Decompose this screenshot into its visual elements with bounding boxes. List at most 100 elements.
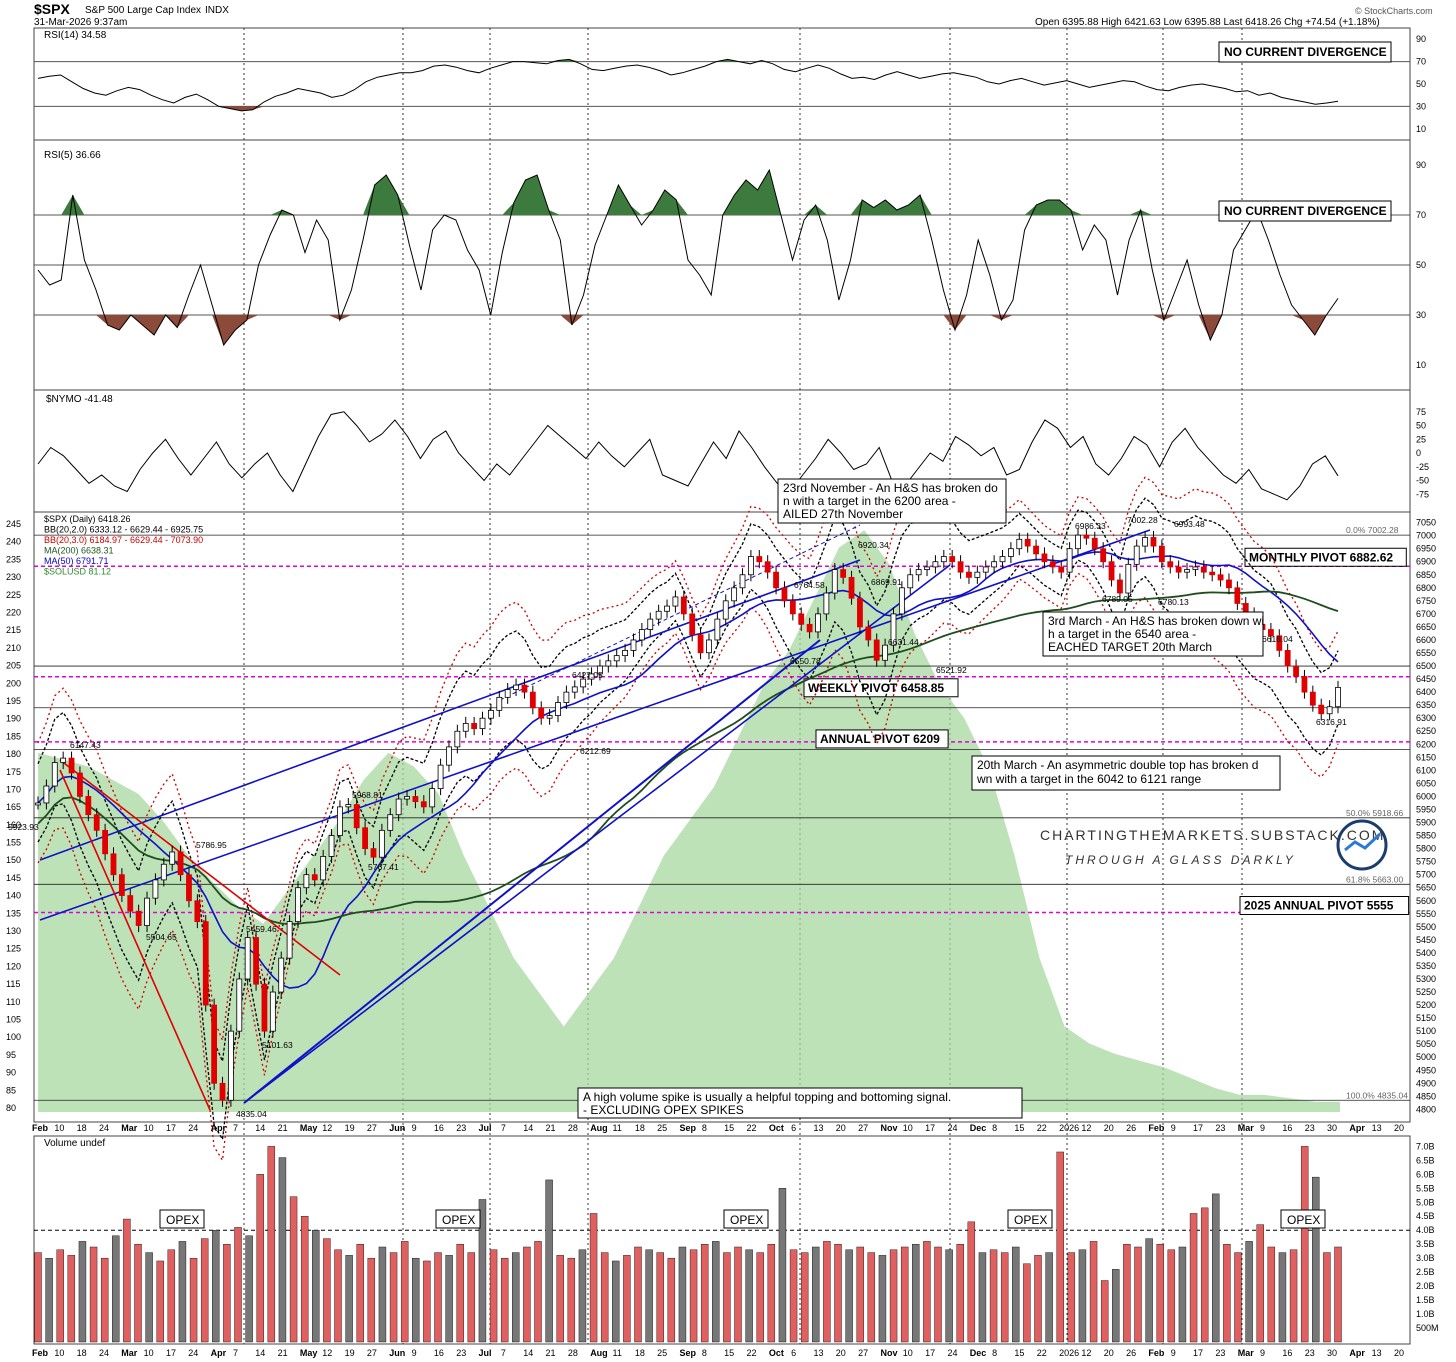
x-tick-label: 11 (613, 1348, 622, 1358)
candle (613, 655, 620, 662)
volume-tick-label: 2.0B (1416, 1281, 1435, 1291)
candle (1200, 566, 1207, 573)
candle (194, 900, 201, 923)
candle (35, 802, 41, 806)
candle (1234, 587, 1241, 604)
opex-label: OPEX (1014, 1213, 1047, 1227)
right-tick-label: 4950 (1416, 1065, 1436, 1075)
header-date: 31-Mar-2026 9:37am (34, 17, 127, 28)
x-tick-label: 24 (188, 1348, 198, 1358)
price-point-label: 6616.04 (1262, 634, 1293, 644)
price-point-label: 5923.93 (8, 822, 39, 832)
volume-bar (867, 1252, 876, 1343)
candle (320, 856, 327, 881)
candle (278, 957, 285, 993)
candle (1284, 649, 1291, 667)
price-point-label: 6986.33 (1075, 521, 1106, 531)
candle (823, 592, 830, 615)
volume-bar (367, 1257, 376, 1343)
volume-bar (389, 1252, 398, 1343)
x-tick-label: Apr (211, 1123, 227, 1133)
volume-bar (267, 1146, 276, 1343)
x-tick-label: 15 (1014, 1348, 1024, 1358)
candle (546, 715, 553, 719)
left-tick-label: 240 (6, 537, 21, 547)
right-tick-label: 5900 (1416, 818, 1436, 828)
candle (211, 1004, 218, 1084)
right-tick-label: 5250 (1416, 987, 1436, 997)
candle (378, 829, 385, 858)
header-exchange: INDX (205, 5, 229, 16)
volume-bar (256, 1174, 264, 1343)
candle (873, 639, 880, 661)
candle (655, 610, 662, 620)
candle (781, 587, 788, 602)
volume-bar (778, 1188, 787, 1343)
volume-bar (1334, 1246, 1342, 1343)
candle (1335, 687, 1341, 708)
price-point-label: 6521.92 (936, 665, 967, 675)
x-tick-label: 20 (1104, 1123, 1114, 1133)
candle (152, 879, 159, 899)
x-tick-label: 22 (1037, 1123, 1047, 1133)
y-tick-label: -25 (1416, 462, 1429, 472)
volume-bar (278, 1157, 287, 1343)
candle (748, 556, 754, 576)
volume-bar (1112, 1269, 1120, 1343)
candle (144, 897, 150, 926)
right-tick-label: 6650 (1416, 622, 1436, 632)
price-layer: 2452402352302252202152102052001951901851… (6, 476, 1436, 1163)
x-tick-label: Feb (32, 1123, 49, 1133)
candle (303, 874, 310, 889)
price-point-label: 5101.63 (262, 1040, 293, 1050)
volume-bar (589, 1213, 598, 1343)
ma200-line (37, 590, 1339, 926)
volume-bar (878, 1255, 887, 1343)
left-tick-label: 220 (6, 607, 21, 617)
x-tick-label: May (300, 1348, 318, 1358)
x-tick-label: 17 (925, 1123, 935, 1133)
y-tick-label: 10 (1416, 124, 1426, 134)
x-tick-label: Sep (680, 1123, 697, 1133)
candle (1301, 676, 1308, 693)
trendline (59, 759, 341, 976)
candle (773, 571, 779, 589)
x-tick-label: 18 (77, 1348, 87, 1358)
rsi5-note: NO CURRENT DIVERGENCE (1224, 204, 1387, 218)
nymo-panel (33, 389, 1411, 513)
candle (169, 851, 176, 865)
x-tick-label: 20 (836, 1123, 846, 1133)
watermark-tagline: THROUGH A GLASS DARKLY (1065, 853, 1296, 867)
candle (51, 762, 58, 787)
candle (680, 596, 687, 615)
candle (840, 569, 847, 578)
annotation-nov-line: n with a target in the 6200 area - (783, 494, 959, 508)
price-point-label: 6316.91 (1316, 717, 1347, 727)
candle (102, 829, 108, 855)
x-tick-label: 20 (836, 1348, 846, 1358)
candle (563, 691, 570, 703)
x-tick-label: Aug (590, 1123, 608, 1133)
annotation-mar20-line: wn with a target in the 6042 to 6121 ran… (976, 772, 1201, 786)
right-tick-label: 6400 (1416, 687, 1436, 697)
x-tick-label: Oct (769, 1348, 784, 1358)
x-tick-label: 23 (1305, 1123, 1315, 1133)
x-tick-label: 23 (456, 1123, 466, 1133)
x-tick-label: 23 (1215, 1348, 1225, 1358)
left-tick-label: 105 (6, 1015, 21, 1025)
right-tick-label: 6900 (1416, 557, 1436, 567)
candle (798, 613, 805, 625)
x-tick-label: 7 (233, 1123, 238, 1133)
x-tick-label: 14 (523, 1123, 533, 1133)
volume-bar (834, 1243, 842, 1343)
volume-bar (145, 1252, 153, 1343)
candle (1058, 566, 1065, 573)
volume-bar (89, 1246, 98, 1343)
x-tick-label: 22 (746, 1123, 756, 1133)
volume-bar (556, 1255, 564, 1343)
watermark-site: CHARTINGTHEMARKETS.SUBSTACK.COM (1040, 827, 1385, 843)
x-tick-label: 11 (613, 1123, 622, 1133)
volume-bar (1300, 1146, 1309, 1343)
right-tick-label: 5000 (1416, 1052, 1436, 1062)
x-tick-label: Apr (211, 1348, 227, 1358)
